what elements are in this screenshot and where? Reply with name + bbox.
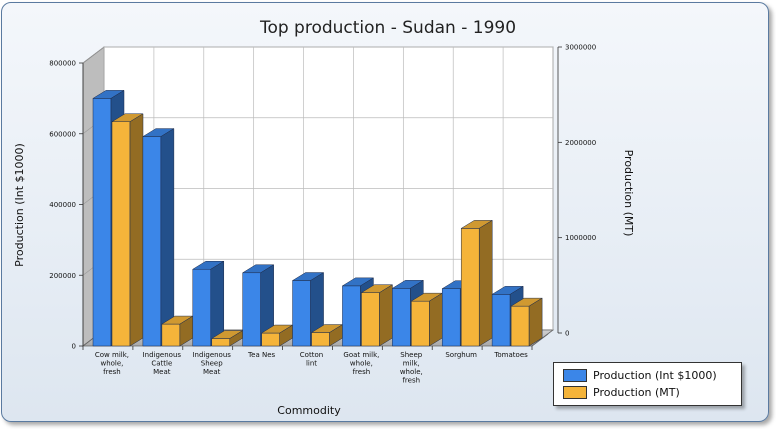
bar-front [392,288,411,347]
bar-front [242,272,261,347]
x-tick-label: Indigenous Sheep Meat [192,351,231,376]
bar-series-2 [161,315,194,347]
bar-front [261,332,280,347]
legend-item-series-2: Production (MT) [563,385,680,399]
x-tick-label: Sorghum [445,351,477,359]
bar-front [342,285,361,347]
y2-tick-label: 3000000 [565,44,596,52]
chart-legend: Production (Int $1000) Production (MT) [553,362,742,406]
chart-title: Top production - Sudan - 1990 [259,18,517,38]
gridline-y-side [82,46,105,64]
bar-front [92,98,112,347]
y2-tick-label: 0 [565,330,569,338]
bar-side [379,284,393,347]
bar-front [510,305,530,347]
y-tick-label: 0 [72,343,76,351]
legend-label-series-1: Production (Int $1000) [593,368,717,382]
bar-series-2 [460,219,494,347]
bar-front [361,292,380,347]
x-tick-label: Goat milk, whole, fresh [343,351,379,376]
bar-front [192,268,212,347]
bar-series-2 [111,113,144,347]
y-tick-label: 800000 [49,60,76,68]
x-tick-label: Tomatoes [493,351,528,359]
legend-label-series-2: Production (MT) [593,385,680,399]
y-tick-label: 200000 [49,272,76,280]
y-axis-title: Production (Int $1000) [13,143,26,267]
bar-side [429,292,443,347]
bar-side [129,113,144,347]
bar-front [292,280,311,347]
legend-swatch-series-1 [563,368,587,382]
bar-series-2 [410,292,444,347]
legend-item-series-1: Production (Int $1000) [563,368,717,382]
floor-edge [531,333,549,347]
bar-front [161,323,181,347]
y2-tick-label: 1000000 [565,234,596,242]
bar-front [491,294,511,347]
bar-front [211,338,231,347]
y-tick-label: 400000 [49,201,76,209]
bar-series-2 [210,330,244,347]
bar-front [411,300,430,347]
bar-series-1 [191,260,225,347]
bar-series-1 [142,128,175,347]
bar-series-2 [310,324,344,347]
bar-front [441,288,461,347]
bar-front [142,136,162,347]
x-axis-title: Commodity [277,404,341,417]
x-tick-label: Indigenous Cattle Meat [143,351,182,376]
x-tick-label: Sheep milk, whole, fresh [400,351,423,385]
bar-side [160,128,175,347]
y-tick-label: 600000 [49,130,76,138]
bar-series-2 [510,297,543,347]
bar-series-1 [291,272,325,347]
bar-side [478,219,493,347]
bar-series-1 [241,264,275,347]
bar-front [311,332,330,347]
x-tick-label: Cow milk, whole, fresh [95,351,129,376]
bar-series-2 [360,284,394,347]
bar-front [460,228,480,347]
x-tick-label: Cotton lint [300,351,323,368]
y2-axis-title: Production (MT) [622,150,635,237]
y2-tick-label: 2000000 [565,139,596,147]
legend-swatch-series-2 [563,385,587,399]
x-tick-label: Tea Nes [247,351,275,359]
bar-front [111,121,131,347]
bar-side [528,297,543,347]
